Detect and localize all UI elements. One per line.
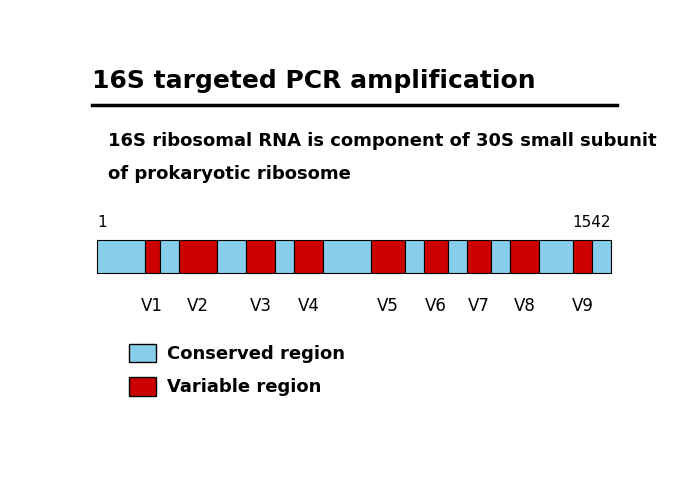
- Bar: [275, 240, 294, 274]
- Text: V6: V6: [425, 296, 447, 314]
- Text: 1542: 1542: [573, 215, 611, 229]
- Bar: [160, 240, 179, 274]
- Bar: [539, 240, 573, 274]
- Text: 1: 1: [97, 215, 106, 229]
- Bar: [246, 240, 275, 274]
- Bar: [294, 240, 323, 274]
- Bar: [405, 240, 424, 274]
- Text: V1: V1: [142, 296, 163, 314]
- Bar: [179, 240, 217, 274]
- Bar: [323, 240, 371, 274]
- Bar: [467, 240, 491, 274]
- Text: V3: V3: [249, 296, 272, 314]
- Text: 16S ribosomal RNA is component of 30S small subunit: 16S ribosomal RNA is component of 30S sm…: [108, 132, 656, 149]
- Bar: [573, 240, 592, 274]
- Text: V8: V8: [514, 296, 536, 314]
- Bar: [97, 240, 145, 274]
- Bar: [129, 377, 156, 396]
- Text: V7: V7: [468, 296, 490, 314]
- Bar: [424, 240, 448, 274]
- Text: 16S targeted PCR amplification: 16S targeted PCR amplification: [92, 69, 536, 93]
- Bar: [592, 240, 611, 274]
- Bar: [448, 240, 467, 274]
- Text: V5: V5: [377, 296, 399, 314]
- Text: V4: V4: [298, 296, 319, 314]
- Bar: [145, 240, 160, 274]
- Text: of prokaryotic ribosome: of prokaryotic ribosome: [108, 165, 350, 183]
- Bar: [491, 240, 510, 274]
- Text: Variable region: Variable region: [167, 378, 321, 396]
- Bar: [510, 240, 539, 274]
- Bar: [129, 344, 156, 362]
- Text: V2: V2: [187, 296, 209, 314]
- Bar: [217, 240, 246, 274]
- Text: V9: V9: [571, 296, 594, 314]
- Bar: [371, 240, 405, 274]
- Text: Conserved region: Conserved region: [167, 344, 345, 362]
